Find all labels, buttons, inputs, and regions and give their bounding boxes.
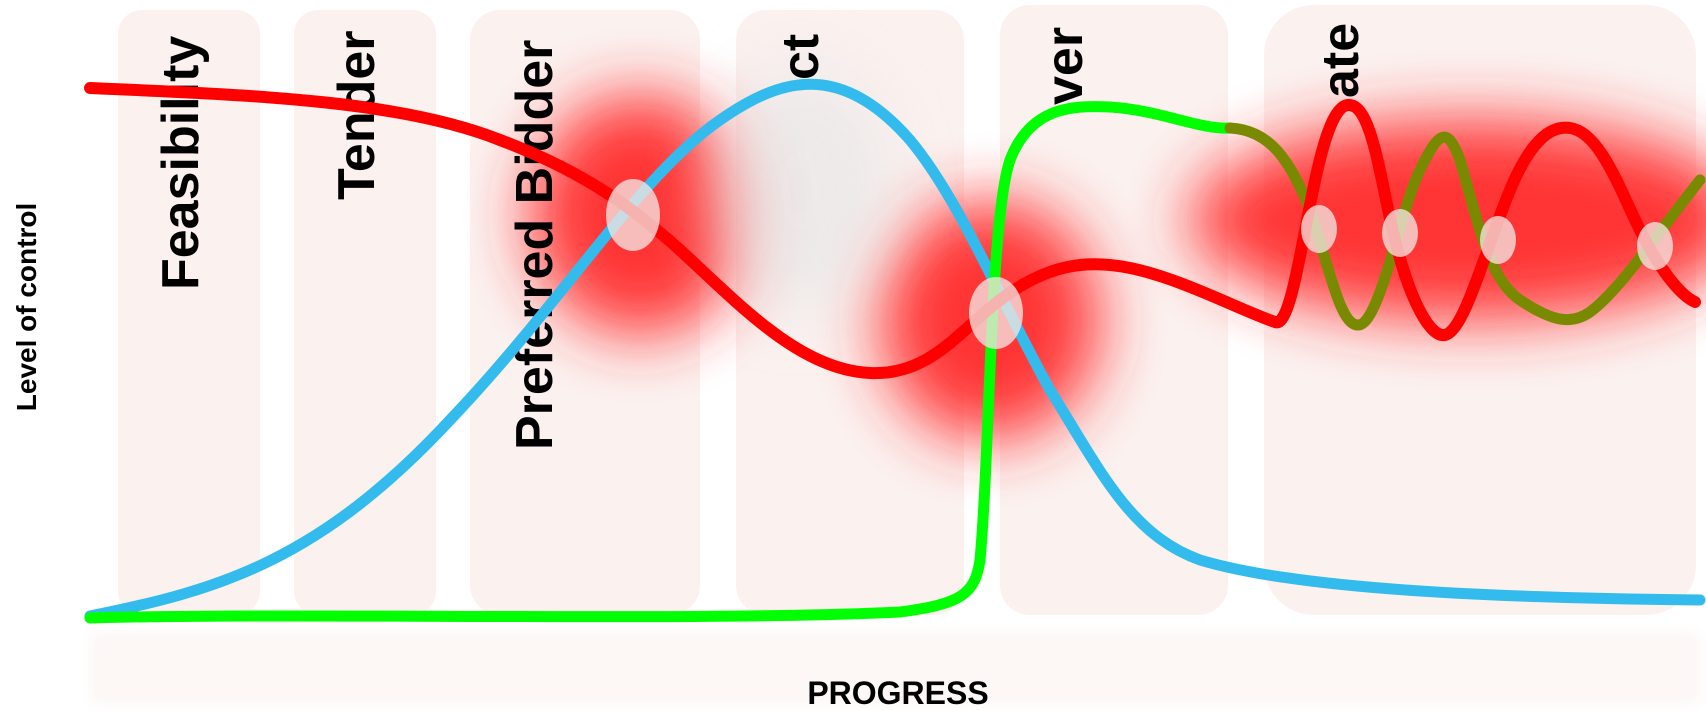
neutral-glow (710, 70, 890, 310)
phase-label-handover: ver (1036, 27, 1094, 105)
phase-label-feasibility: Feasibility (152, 36, 210, 290)
phase-labels: Feasibility Tender Preferred Bidder ct v… (152, 23, 1370, 450)
crossing-marker (1301, 205, 1337, 253)
phase-band-feasibility (118, 10, 260, 615)
curve-green (84, 101, 1236, 624)
phase-label-tender: Tender (328, 30, 386, 200)
crossing-markers (606, 179, 1673, 349)
phase-label-contract: ct (772, 34, 830, 80)
crossing-marker (1637, 222, 1673, 270)
crossing-marker (606, 179, 660, 251)
phase-band-handover (1000, 5, 1228, 615)
crossing-marker (969, 277, 1023, 349)
phase-label-preferred-bidder: Preferred Bidder (506, 40, 564, 450)
phase-label-operate: ate (1312, 23, 1370, 98)
y-axis-label: Level of control (11, 203, 42, 411)
crossing-marker (1382, 209, 1418, 257)
x-axis-label: PROGRESS (807, 675, 988, 710)
floor-reflection (90, 632, 1700, 704)
curve-blue (84, 78, 1706, 622)
crossing-marker (1480, 216, 1516, 264)
